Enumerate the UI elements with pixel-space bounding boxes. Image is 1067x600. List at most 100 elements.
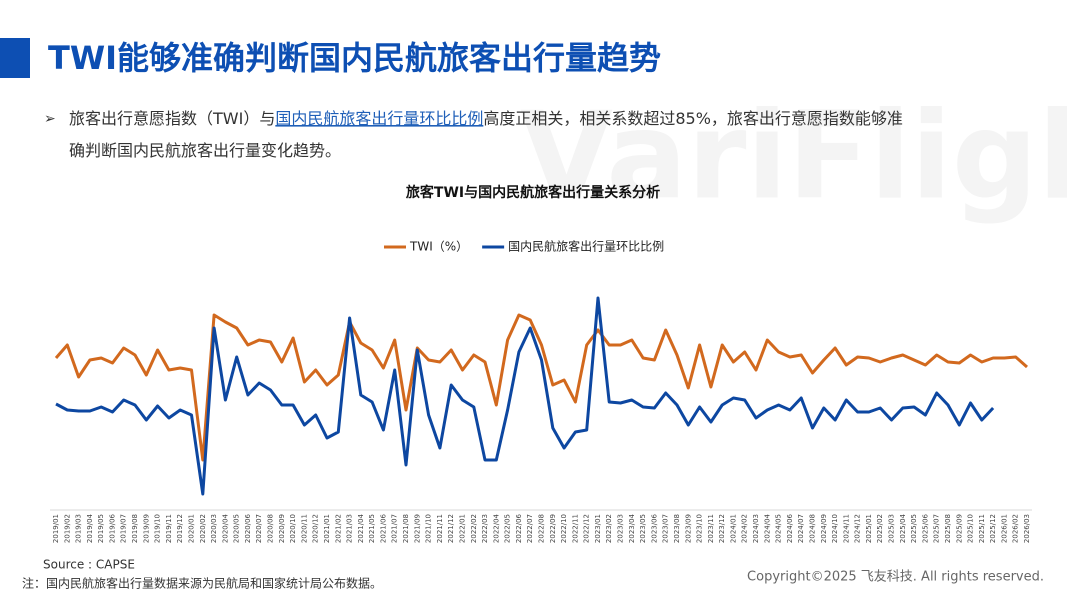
- bullet-text: 旅客出行意愿指数（TWI）与国内民航旅客出行量环比比例高度正相关，相关系数超过8…: [69, 109, 903, 160]
- x-tick-label: 2024/03: [752, 514, 760, 543]
- x-tick-label: 2024/06: [786, 513, 794, 543]
- x-tick-label: 2024/12: [854, 514, 862, 543]
- x-tick-label: 2019/07: [120, 514, 128, 543]
- title-accent: [0, 38, 30, 78]
- x-tick-label: 2021/12: [447, 514, 455, 543]
- x-tick-label: 2023/12: [718, 514, 726, 543]
- x-tick-label: 2022/07: [526, 514, 534, 543]
- x-tick-label: 2024/07: [797, 514, 805, 543]
- x-tick-label: 2025/06: [921, 513, 929, 543]
- copyright: Copyright©2025 飞友科技. All rights reserved…: [747, 569, 1044, 585]
- x-tick-label: 2019/09: [142, 514, 150, 543]
- source: Source : CAPSE: [43, 558, 135, 572]
- x-tick-label: 2024/09: [820, 514, 828, 543]
- x-tick-label: 2021/02: [334, 514, 342, 543]
- x-tick-label: 2021/01: [323, 514, 331, 543]
- x-tick-label: 2023/03: [617, 514, 625, 543]
- x-tick-label: 2023/11: [707, 514, 715, 543]
- x-tick-label: 2026/01: [1000, 514, 1008, 543]
- x-tick-label: 2024/05: [775, 514, 783, 543]
- x-tick-label: 2019/02: [63, 514, 71, 543]
- slide-title: TWI能够准确判断国内民航旅客出行量趋势: [48, 39, 661, 77]
- x-tick-label: 2023/06: [650, 513, 658, 543]
- x-tick-label: 2026/02: [1012, 514, 1020, 543]
- x-tick-label: 2025/01: [865, 514, 873, 543]
- bullet-marker: ➢: [44, 111, 56, 127]
- x-tick-label: 2023/10: [696, 514, 704, 543]
- bullet-post: 高度正相关，相关系数超过85%，旅客出行意愿指数能够准: [483, 109, 903, 128]
- x-tick-label: 2019/04: [86, 513, 94, 543]
- x-tick-label: 2025/11: [978, 514, 986, 543]
- x-tick-label: 2022/01: [458, 514, 466, 543]
- x-tick-label: 2021/06: [379, 513, 387, 543]
- x-tick-label: 2021/07: [391, 514, 399, 543]
- x-tick-label: 2026/03: [1023, 514, 1031, 543]
- watermark: VariFlight: [520, 88, 1067, 227]
- x-tick-label: 2020/02: [199, 514, 207, 543]
- x-tick-label: 2020/09: [278, 514, 286, 543]
- x-tick-label: 2022/09: [549, 514, 557, 543]
- x-tick-label: 2022/11: [571, 514, 579, 543]
- x-tick-label: 2025/02: [876, 514, 884, 543]
- x-tick-label: 2024/01: [729, 514, 737, 543]
- x-tick-label: 2022/10: [560, 514, 568, 543]
- chart-title: 旅客TWI与国内民航旅客出行量关系分析: [406, 184, 660, 201]
- x-tick-label: 2025/12: [989, 514, 997, 543]
- x-tick-label: 2020/05: [233, 514, 241, 543]
- x-tick-label: 2019/03: [75, 514, 83, 543]
- x-tick-label: 2020/06: [244, 513, 252, 543]
- x-tick-label: 2020/07: [255, 514, 263, 543]
- x-tick-label: 2020/04: [221, 513, 229, 543]
- x-tick-label: 2020/11: [300, 514, 308, 543]
- x-tick-label: 2020/01: [187, 514, 195, 543]
- x-tick-label: 2025/10: [967, 514, 975, 543]
- legend-label: TWI（%）: [409, 240, 468, 254]
- bullet-post-cont: 确判断国内民航旅客出行量变化趋势。: [69, 141, 341, 160]
- x-tick-label: 2020/10: [289, 514, 297, 543]
- x-tick-label: 2024/04: [763, 513, 771, 543]
- x-tick-label: 2023/02: [605, 514, 613, 543]
- x-tick-label: 2022/02: [470, 514, 478, 543]
- x-tick-label: 2019/05: [97, 514, 105, 543]
- x-tick-label: 2024/10: [831, 514, 839, 543]
- x-tick-label: 2025/04: [899, 513, 907, 543]
- x-tick-label: 2025/05: [910, 514, 918, 543]
- x-tick-label: 2020/03: [210, 514, 218, 543]
- x-tick-label: 2022/08: [538, 514, 546, 543]
- x-tick-label: 2020/12: [312, 514, 320, 543]
- x-tick-label: 2021/09: [413, 514, 421, 543]
- series-line: [54, 313, 1028, 462]
- x-tick-label: 2021/03: [346, 514, 354, 543]
- x-tick-label: 2023/09: [684, 514, 692, 543]
- x-tick-label: 2024/08: [808, 514, 816, 543]
- x-tick-label: 2023/07: [662, 514, 670, 543]
- x-tick-label: 2024/02: [741, 514, 749, 543]
- x-tick-label: 2022/05: [504, 514, 512, 543]
- x-tick-label: 2020/08: [267, 514, 275, 543]
- note: 注：国内民航旅客出行量数据来源为民航局和国家统计局公布数据。: [22, 576, 382, 591]
- x-tick-label: 2023/01: [594, 514, 602, 543]
- x-tick-label: 2019/06: [108, 513, 116, 543]
- x-tick-label: 2022/03: [481, 514, 489, 543]
- x-tick-label: 2019/01: [52, 514, 60, 543]
- x-tick-label: 2021/04: [357, 513, 365, 543]
- x-tick-label: 2025/08: [944, 514, 952, 543]
- x-tick-label: 2024/11: [842, 514, 850, 543]
- bullet-link[interactable]: 国内民航旅客出行量环比比例: [275, 109, 483, 128]
- x-tick-label: 2019/12: [176, 514, 184, 543]
- series-line: [55, 296, 995, 496]
- x-tick-label: 2019/08: [131, 514, 139, 543]
- x-tick-label: 2021/11: [436, 514, 444, 543]
- x-tick-label: 2019/10: [154, 514, 162, 543]
- x-tick-label: 2019/11: [165, 514, 173, 543]
- x-tick-label: 2022/06: [515, 513, 523, 543]
- x-tick-label: 2022/04: [492, 513, 500, 543]
- x-tick-label: 2021/05: [368, 514, 376, 543]
- x-tick-label: 2021/08: [402, 514, 410, 543]
- x-tick-label: 2023/08: [673, 514, 681, 543]
- x-tick-label: 2021/10: [425, 514, 433, 543]
- x-tick-label: 2023/04: [628, 513, 636, 543]
- x-tick-label: 2025/03: [888, 514, 896, 543]
